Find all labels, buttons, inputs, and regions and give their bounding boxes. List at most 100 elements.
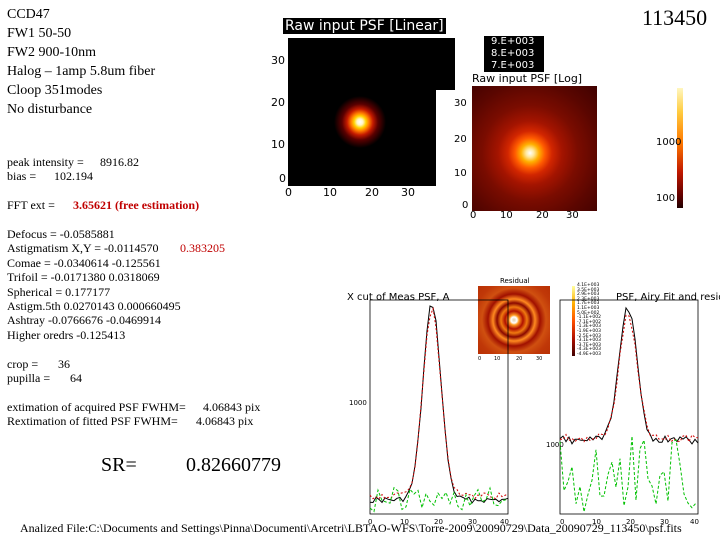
pupilla-label: pupilla = [7, 371, 51, 385]
strehl-value: 0.82660779 [186, 454, 281, 476]
plot-frame [559, 299, 699, 515]
x-cut-xtick: 40 [500, 518, 509, 526]
raw-linear-psf-plot: Raw input PSF [Linear] 30 20 10 0 0 10 2… [255, 18, 455, 203]
x-cut-xtick: 0 [368, 518, 373, 526]
residual-colorbar [572, 286, 575, 356]
residual-colorbar-label: 1.1E+003 [577, 306, 600, 311]
x-cut-xtick: 30 [468, 518, 477, 526]
residual-colorbar-label: -1.9E+003 [577, 329, 601, 334]
raw-log-image [472, 86, 597, 211]
raw-linear-colorbar-panel [484, 36, 544, 72]
airy-fit-xtick: 40 [690, 518, 699, 526]
raw-log-ytick: 30 [454, 98, 467, 109]
residual-curve [559, 436, 697, 512]
profile-curve [559, 306, 699, 445]
raw-linear-xtick: 20 [365, 186, 379, 199]
disturbance-label: No disturbance [7, 102, 93, 117]
x-cut-ytick-label: 1000 [349, 399, 367, 407]
profile-curve [369, 306, 509, 500]
raw-linear-title: Raw input PSF [Linear] [283, 18, 446, 34]
source-label: Halog – 1amp 5.8um fiber [7, 64, 156, 79]
loop-label: Cloop 351modes [7, 83, 103, 98]
raw-log-colorbar [677, 88, 683, 208]
ashtray-line: Ashtray -0.0766676 -0.0469914 [7, 313, 161, 327]
residual-colorbar-label: 2.9E+003 [577, 292, 600, 298]
profile-curve [559, 314, 699, 444]
raw-linear-xtick: 30 [401, 186, 415, 199]
residual-colorbar-label: 2.3E+003 [577, 296, 600, 302]
raw-log-ytick: 10 [454, 168, 467, 179]
raw-linear-colorbar [436, 38, 455, 90]
residual-colorbar-label: -7.1E+002 [577, 319, 601, 325]
x-cut-plot [369, 299, 509, 515]
defocus-line: Defocus = -0.0585881 [7, 227, 115, 241]
peak-intensity-value: 8916.82 [100, 155, 139, 169]
residual-colorbar-label: -4.3E+003 [577, 347, 601, 353]
analyzed-file-path: Analized File:C:\Documents and Settings\… [20, 521, 682, 535]
fft-ext-value: 3.65621 (free estimation) [73, 198, 200, 212]
crop-value: 36 [58, 357, 70, 371]
raw-log-ytick: 20 [454, 134, 467, 145]
astigmatism-y-value: 0.383205 [180, 241, 225, 255]
fw1-label: FW1 50-50 [7, 26, 72, 41]
residual-colorbar-label: -3.1E+003 [577, 338, 601, 344]
residual-colorbar-label: -3.7E+003 [577, 342, 601, 348]
fft-ext-label: FFT ext = [7, 198, 55, 212]
x-cut-xtick: 20 [434, 518, 443, 526]
residual-colorbar-label: -1.1E+002 [577, 315, 601, 321]
residual-image [478, 286, 550, 354]
colorbar-label: 7.E+003 [491, 60, 535, 71]
residual-colorbar-labels: 4.1E+003 3.5E+003 2.9E+003 2.3E+003 1.7E+003… [577, 283, 617, 357]
astigm5-line: Astigm.5th 0.0270143 0.000660495 [7, 299, 181, 313]
airy-fit-ytick-label: 1000 [546, 441, 564, 449]
airy-fit-xtick: 30 [660, 518, 669, 526]
strehl-label: SR= [101, 454, 137, 476]
bias-label: bias = [7, 169, 37, 183]
camera-label: CCD47 [7, 7, 50, 22]
residual-colorbar-label: -4.9E+003 [577, 352, 601, 357]
raw-log-colorbar-label: 100 [656, 193, 676, 204]
raw-log-xtick: 10 [500, 210, 513, 221]
airy-fit-plot [559, 299, 699, 515]
colorbar-label: 9.E+003 [491, 36, 535, 47]
residual-colorbar-label: 5.0E+002 [577, 310, 600, 316]
residual-xtick: 30 [536, 356, 543, 362]
airy-fit-xtick: 0 [560, 518, 565, 526]
frame-id: 113450 [642, 5, 708, 30]
raw-log-xtick: 30 [566, 210, 579, 221]
raw-log-psf-plot: Raw input PSF [Log] 30 20 10 0 0 10 20 3… [450, 72, 600, 222]
raw-linear-ytick: 0 [279, 172, 286, 185]
residual-colorbar-label: -1.3E+003 [577, 324, 601, 330]
raw-linear-ytick: 30 [271, 54, 285, 67]
residual-colorbar-label: -2.5E+003 [577, 333, 601, 339]
fw2-label: FW2 900-10nm [7, 45, 97, 60]
raw-log-xtick: 20 [536, 210, 549, 221]
residual-colorbar-label: 1.7E+003 [577, 301, 600, 307]
residual-xtick: 0 [478, 356, 482, 362]
fitted-fwhm-label: Rextimation of fitted PSF FWHM= [7, 414, 178, 428]
astigmatism-line: Astigmatism X,Y = -0.0114570 [7, 241, 159, 255]
crop-label: crop = [7, 357, 39, 371]
peak-intensity-label: peak intensity = [7, 155, 84, 169]
raw-linear-ytick: 20 [271, 96, 285, 109]
raw-linear-ytick: 10 [271, 138, 285, 151]
raw-linear-xtick: 0 [285, 186, 292, 199]
residual-xtick: 10 [494, 356, 501, 362]
x-cut-xtick: 10 [400, 518, 409, 526]
raw-log-ytick: 0 [462, 200, 469, 211]
higher-orders-line: Higher oredrs -0.125413 [7, 328, 126, 342]
residual-curve [369, 486, 507, 513]
raw-linear-image [288, 38, 436, 186]
x-cut-title: X cut of Meas PSF, A [347, 292, 450, 303]
pupilla-value: 64 [70, 371, 82, 385]
bias-value: 102.194 [54, 169, 93, 183]
acquired-fwhm-label: extimation of acquired PSF FWHM= [7, 400, 186, 414]
profile-curve [369, 305, 509, 504]
spherical-line: Spherical = 0.177177 [7, 285, 111, 299]
fitted-fwhm-value: 4.06843 pix [196, 414, 254, 428]
residual-xtick: 20 [516, 356, 523, 362]
coma-line: Comae = -0.0340614 -0.125561 [7, 256, 161, 270]
colorbar-label: 8.E+003 [491, 48, 535, 59]
plot-frame [369, 299, 509, 515]
residual-title: Residual [500, 277, 530, 285]
